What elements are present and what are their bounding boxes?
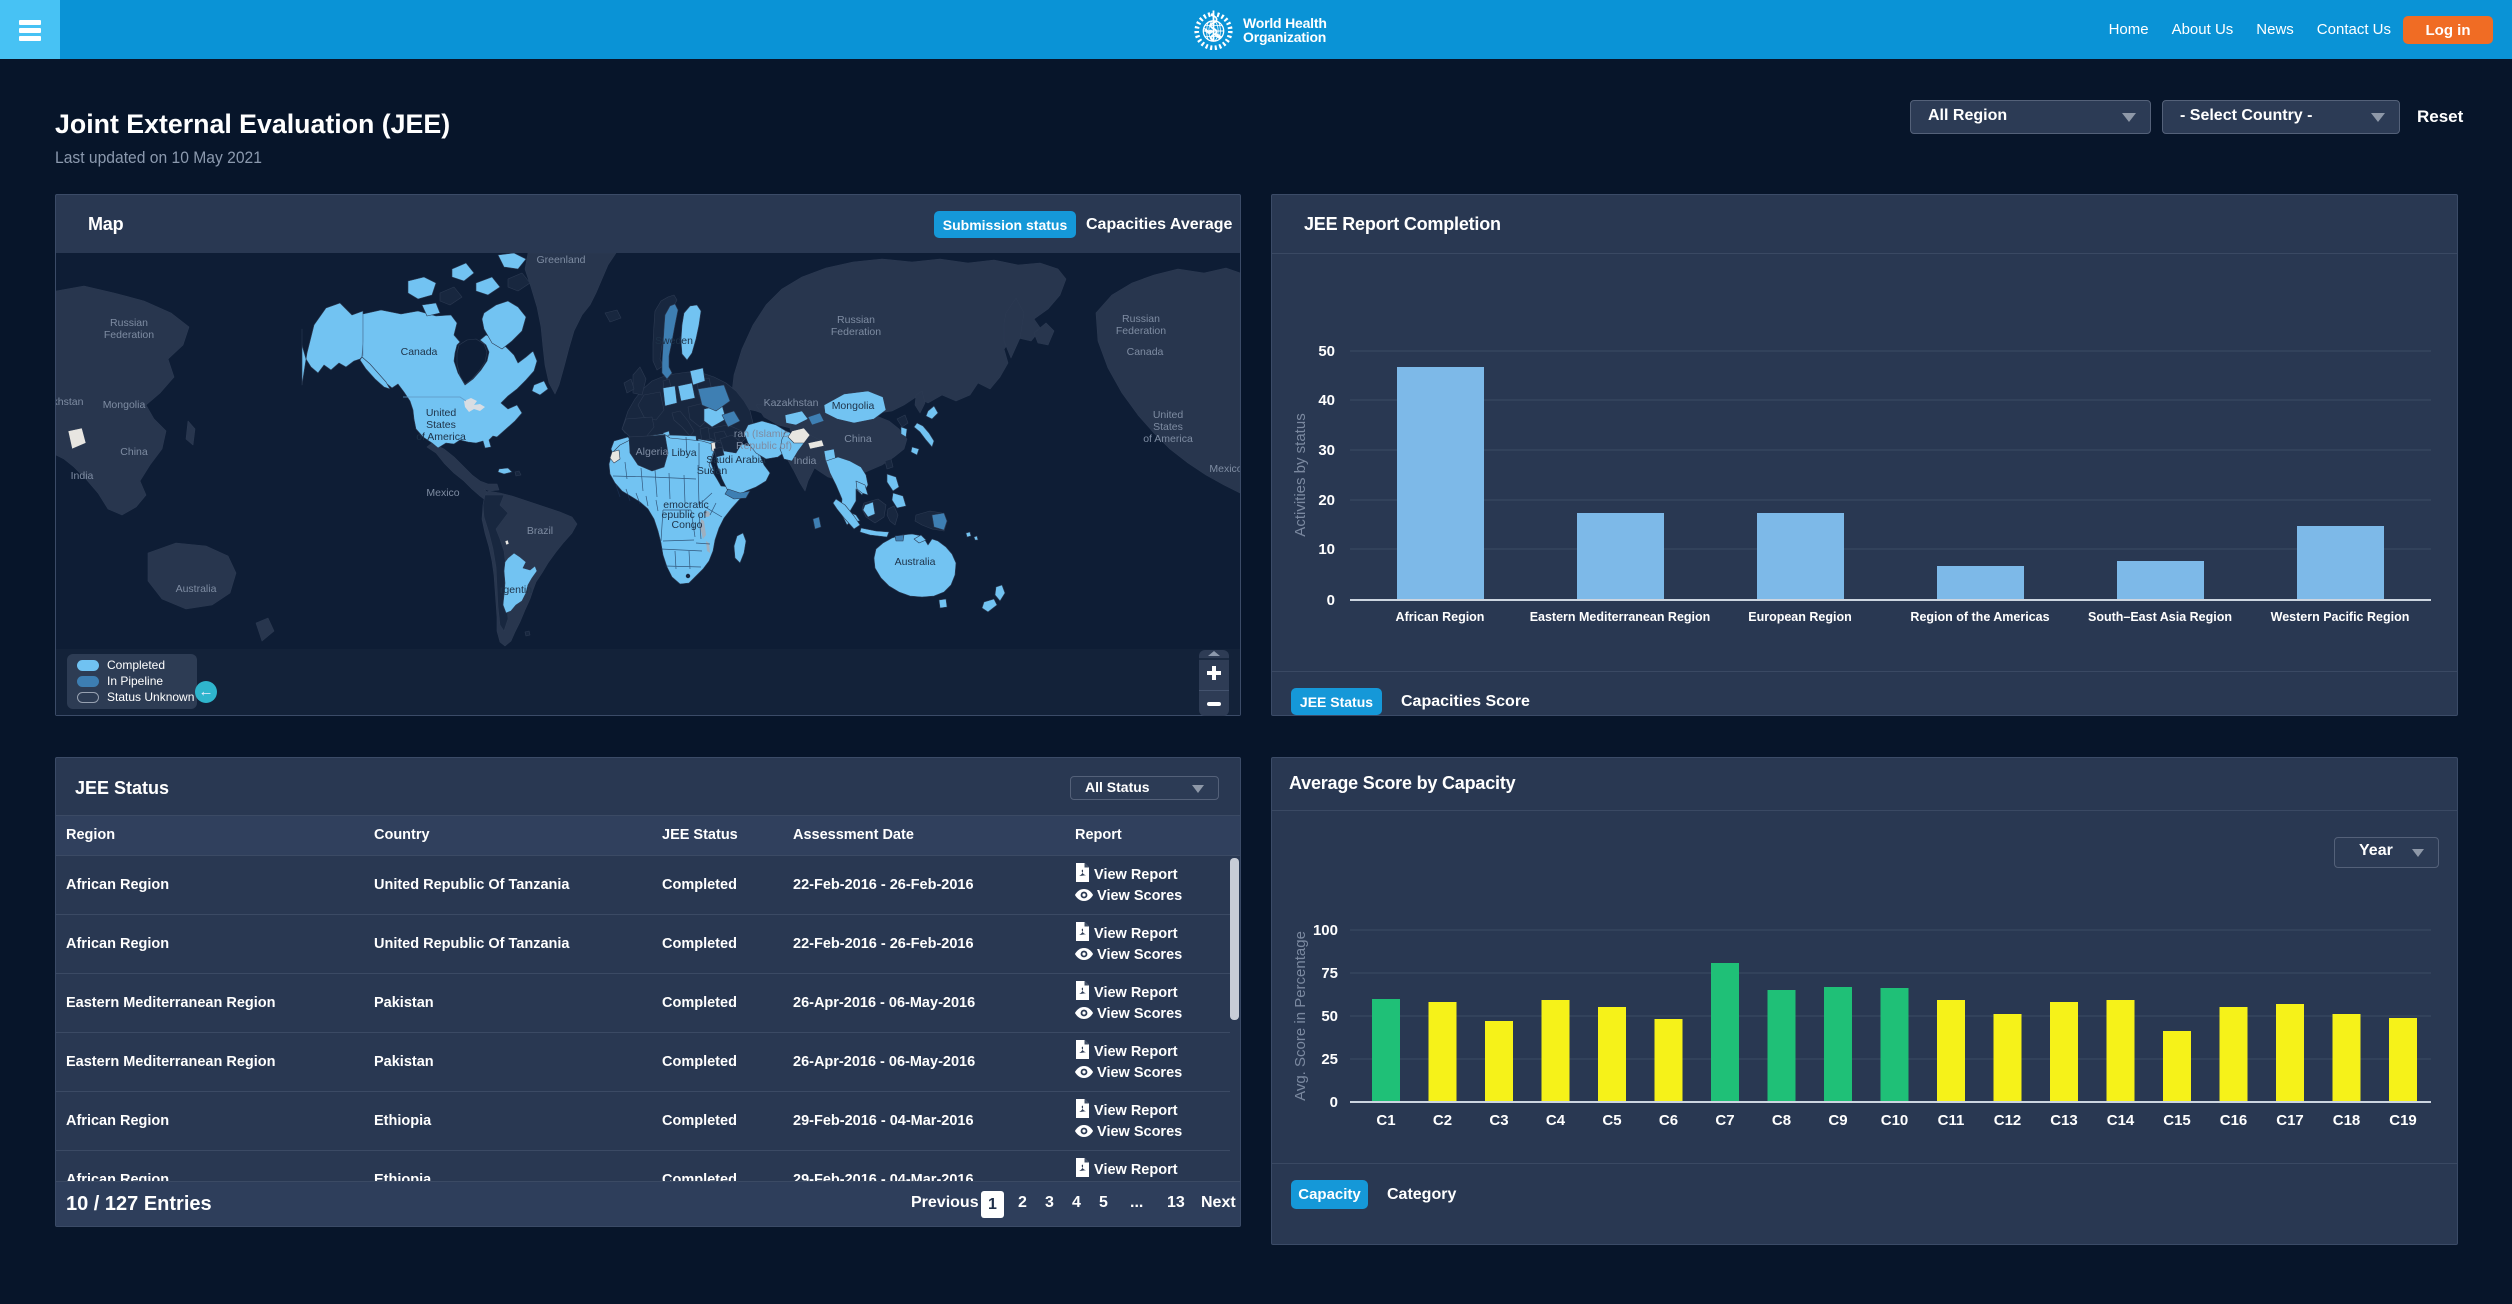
svg-text:50: 50	[1321, 1008, 1338, 1025]
svg-text:C13: C13	[2050, 1112, 2078, 1129]
svg-text:Russian: Russian	[1122, 313, 1160, 325]
svg-text:C2: C2	[1433, 1112, 1452, 1129]
svg-text:Sweden: Sweden	[655, 335, 693, 347]
svg-text:European Region: European Region	[1748, 610, 1851, 624]
svg-text:Australia: Australia	[895, 556, 936, 568]
svg-text:Federation: Federation	[1116, 325, 1166, 337]
svg-text:C14: C14	[2107, 1112, 2135, 1129]
svg-text:C12: C12	[1994, 1112, 2022, 1129]
svg-text:Algeria: Algeria	[636, 446, 669, 458]
svg-text:China: China	[120, 446, 148, 458]
svg-text:C10: C10	[1881, 1112, 1909, 1129]
svg-text:South–East Asia Region: South–East Asia Region	[2088, 610, 2232, 624]
svg-text:Sudan: Sudan	[697, 465, 728, 477]
svg-text:Mexico: Mexico	[426, 487, 459, 499]
svg-text:C19: C19	[2389, 1112, 2417, 1129]
svg-text:Federation: Federation	[831, 326, 881, 338]
svg-text:C11: C11	[1938, 1112, 1965, 1129]
svg-text:30: 30	[1318, 442, 1335, 459]
svg-text:emocratic: emocratic	[663, 499, 709, 511]
svg-text:Libya: Libya	[671, 447, 696, 459]
svg-text:United: United	[1153, 409, 1184, 421]
svg-text:75: 75	[1321, 965, 1338, 982]
svg-text:C6: C6	[1659, 1112, 1678, 1129]
svg-text:States: States	[1153, 421, 1183, 433]
svg-text:Canada: Canada	[401, 346, 438, 358]
svg-text:Mongolia: Mongolia	[103, 399, 146, 411]
svg-text:C8: C8	[1772, 1112, 1791, 1129]
svg-text:African Region: African Region	[1396, 610, 1485, 624]
svg-text:C17: C17	[2276, 1112, 2304, 1129]
svg-text:Greenland: Greenland	[536, 254, 585, 266]
svg-text:Russian: Russian	[110, 317, 148, 329]
svg-text:100: 100	[1313, 922, 1338, 939]
svg-text:Kazakhstan: Kazakhstan	[764, 397, 819, 409]
svg-text:0: 0	[1327, 592, 1335, 609]
svg-text:C4: C4	[1546, 1112, 1566, 1129]
svg-text:Mexico: Mexico	[1209, 463, 1240, 475]
svg-text:Russian: Russian	[837, 314, 875, 326]
svg-text:C5: C5	[1602, 1112, 1621, 1129]
svg-text:Republic of): Republic of)	[736, 440, 792, 452]
svg-text:India: India	[71, 470, 94, 482]
svg-text:50: 50	[1318, 343, 1335, 360]
svg-text:India: India	[794, 455, 817, 467]
svg-text:C15: C15	[2163, 1112, 2191, 1129]
svg-text:rgentin: rgentin	[500, 584, 532, 596]
svg-text:C3: C3	[1489, 1112, 1508, 1129]
svg-text:khstan: khstan	[56, 396, 84, 408]
svg-text:Avg. Score in Percentage: Avg. Score in Percentage	[1292, 931, 1309, 1101]
svg-text:C16: C16	[2220, 1112, 2248, 1129]
svg-text:Region of the Americas: Region of the Americas	[1910, 610, 2049, 624]
svg-text:Australia: Australia	[176, 583, 217, 595]
svg-text:Saudi Arabia: Saudi Arabia	[706, 454, 766, 466]
svg-text:of America: of America	[1143, 433, 1193, 445]
svg-text:States: States	[426, 419, 456, 431]
svg-text:ran (Islamic: ran (Islamic	[734, 428, 788, 440]
svg-text:C9: C9	[1828, 1112, 1847, 1129]
svg-text:C18: C18	[2333, 1112, 2361, 1129]
svg-text:Federation: Federation	[104, 329, 154, 341]
svg-text:Activities by status: Activities by status	[1292, 413, 1309, 536]
svg-text:epublic of: epublic of	[662, 509, 707, 521]
svg-text:Mongolia: Mongolia	[832, 400, 875, 412]
svg-text:0: 0	[1330, 1094, 1338, 1111]
svg-text:Canada: Canada	[1127, 346, 1164, 358]
svg-text:20: 20	[1318, 492, 1335, 509]
svg-text:10: 10	[1318, 541, 1335, 558]
svg-text:Western Pacific Region: Western Pacific Region	[2271, 610, 2410, 624]
svg-text:C7: C7	[1715, 1112, 1734, 1129]
svg-text:40: 40	[1318, 392, 1335, 409]
svg-text:C1: C1	[1376, 1112, 1395, 1129]
svg-text:25: 25	[1321, 1051, 1338, 1068]
svg-text:Congo: Congo	[672, 519, 703, 531]
svg-text:United: United	[426, 407, 457, 419]
svg-text:of America: of America	[416, 431, 466, 443]
svg-text:Eastern Mediterranean Region: Eastern Mediterranean Region	[1530, 610, 1711, 624]
svg-text:Brazil: Brazil	[527, 525, 553, 537]
svg-text:China: China	[844, 433, 872, 445]
